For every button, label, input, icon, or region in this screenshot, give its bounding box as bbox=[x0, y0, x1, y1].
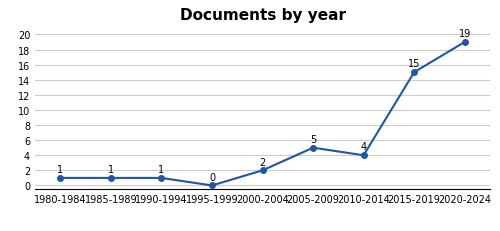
Text: 5: 5 bbox=[310, 134, 316, 144]
Text: 1: 1 bbox=[108, 164, 114, 174]
Text: 4: 4 bbox=[360, 142, 366, 152]
Text: 1: 1 bbox=[57, 164, 64, 174]
Text: 15: 15 bbox=[408, 59, 420, 69]
Title: Documents by year: Documents by year bbox=[180, 7, 346, 22]
Text: 19: 19 bbox=[458, 29, 471, 39]
Text: 0: 0 bbox=[209, 172, 215, 182]
Text: 2: 2 bbox=[260, 157, 266, 167]
Text: 1: 1 bbox=[158, 164, 164, 174]
